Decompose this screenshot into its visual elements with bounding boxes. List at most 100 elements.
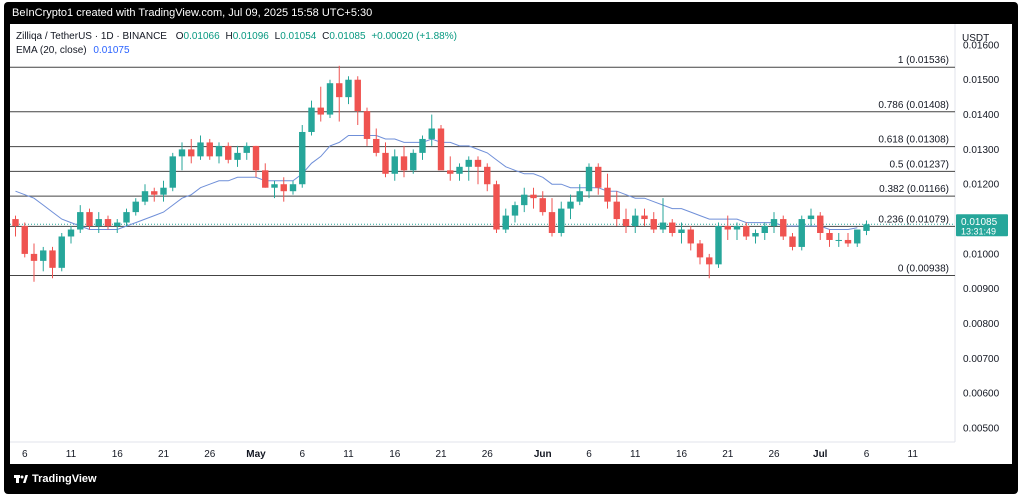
x-tick-label: 21 [435,449,447,460]
y-tick-label: 0.01600 [963,40,1000,51]
candle-body [650,219,657,230]
x-tick-label: 21 [158,449,170,460]
candle-body [206,142,213,157]
candle-body [234,152,241,160]
candle-body [400,156,408,171]
candle-body [382,152,389,174]
candle-body [835,239,842,241]
change-value: +0.00020 (+1.88%) [371,31,457,42]
candle-body [456,166,463,174]
candle-body [299,131,306,185]
candle-body [77,212,84,230]
price-chart[interactable]: 0.016000.015000.014000.013000.012000.011… [10,24,1012,464]
candle-body [280,184,287,192]
candle-body [706,257,713,265]
candle-body [484,166,491,185]
candle-body [687,229,694,244]
fib-level-label: 0.236 (0.01079) [878,214,949,225]
y-tick-label: 0.00800 [963,319,1000,330]
candle-body [733,226,741,230]
caption-bar: BeInCrypto1 created with TradingView.com… [4,2,1018,24]
candle-body [678,229,685,233]
y-tick-label: 0.01200 [963,180,1000,191]
tradingview-logo-icon [14,475,28,483]
ema-legend: EMA (20, close) 0.01075 [16,45,130,56]
fib-level-label: 0.5 (0.01237) [890,159,950,170]
x-tick-label: 11 [66,449,77,460]
footer-bar: TradingView [4,466,1018,494]
candle-body [770,219,778,227]
candle-body [58,236,65,268]
candle-body [363,111,371,139]
candle-body [30,253,38,261]
brand-name: TradingView [32,473,97,485]
candle-body [447,170,454,174]
candle-body [95,219,102,227]
candle-body [669,222,676,233]
x-tick-label: May [246,449,266,460]
candle-body [141,191,149,202]
ema-value: 0.01075 [93,45,130,56]
x-tick-label: 26 [204,449,216,460]
candle-body [502,215,509,230]
x-tick-label: 6 [586,449,592,460]
candle-body [761,226,768,233]
candle-body [715,226,722,265]
candle-body [641,215,648,220]
candle-body [844,239,852,244]
close-value: 0.01085 [329,31,366,42]
candle-body [798,219,805,247]
chart-pane[interactable] [10,24,1012,464]
candle-body [391,156,398,174]
candle-body [807,215,815,220]
y-tick-label: 0.01400 [963,110,1000,121]
candle-body [474,159,482,167]
high-value: 0.01096 [232,31,269,42]
candle-body [752,233,759,237]
candle-body [724,226,731,230]
candle-body [67,229,75,237]
low-label: L [274,31,281,42]
candle-body [123,212,130,223]
candle-body [373,138,380,153]
x-tick-label: 11 [343,449,354,460]
x-tick-label: 11 [630,449,641,460]
low-value: 0.01054 [280,31,317,42]
candle-body [12,219,19,227]
candle-body [576,191,583,202]
candle-body [632,215,639,227]
candle-body [863,224,870,231]
y-tick-label: 0.00500 [963,424,1000,435]
x-tick-label: Jun [534,449,552,460]
candle-body [548,212,556,233]
candle-body [114,222,121,227]
open-label: O [175,31,184,42]
close-label: C [322,31,330,42]
y-tick-label: 0.00700 [963,354,1000,365]
y-tick-label: 0.01500 [963,75,1000,86]
candle-body [151,191,158,195]
candle-body [826,233,833,240]
candle-body [326,83,334,115]
candle-body [49,250,56,268]
symbol-legend: Zilliqa / TetherUS · 1D · BINANCE O 0.010… [16,31,457,42]
x-tick-label: 6 [299,449,305,460]
candle-body [262,170,269,188]
ema-label: EMA (20, close) [16,45,87,56]
candle-body [696,243,704,258]
currency-label: USDT [962,33,990,44]
y-tick-label: 0.00900 [963,284,1000,295]
ema-line [15,135,858,230]
x-tick-label: Jul [813,449,828,460]
candle-body [243,145,250,153]
fib-level-label: 0.382 (0.01166) [879,184,949,195]
x-tick-label: 11 [908,449,919,460]
candle-body [604,187,611,202]
candle-body [40,250,47,261]
x-tick-label: 16 [389,449,401,460]
candle-body [854,229,861,244]
high-label: H [225,31,233,42]
x-tick-label: 6 [22,449,28,460]
symbol-name: Zilliqa / TetherUS · 1D · BINANCE [16,31,167,42]
x-tick-label: 21 [722,449,734,460]
